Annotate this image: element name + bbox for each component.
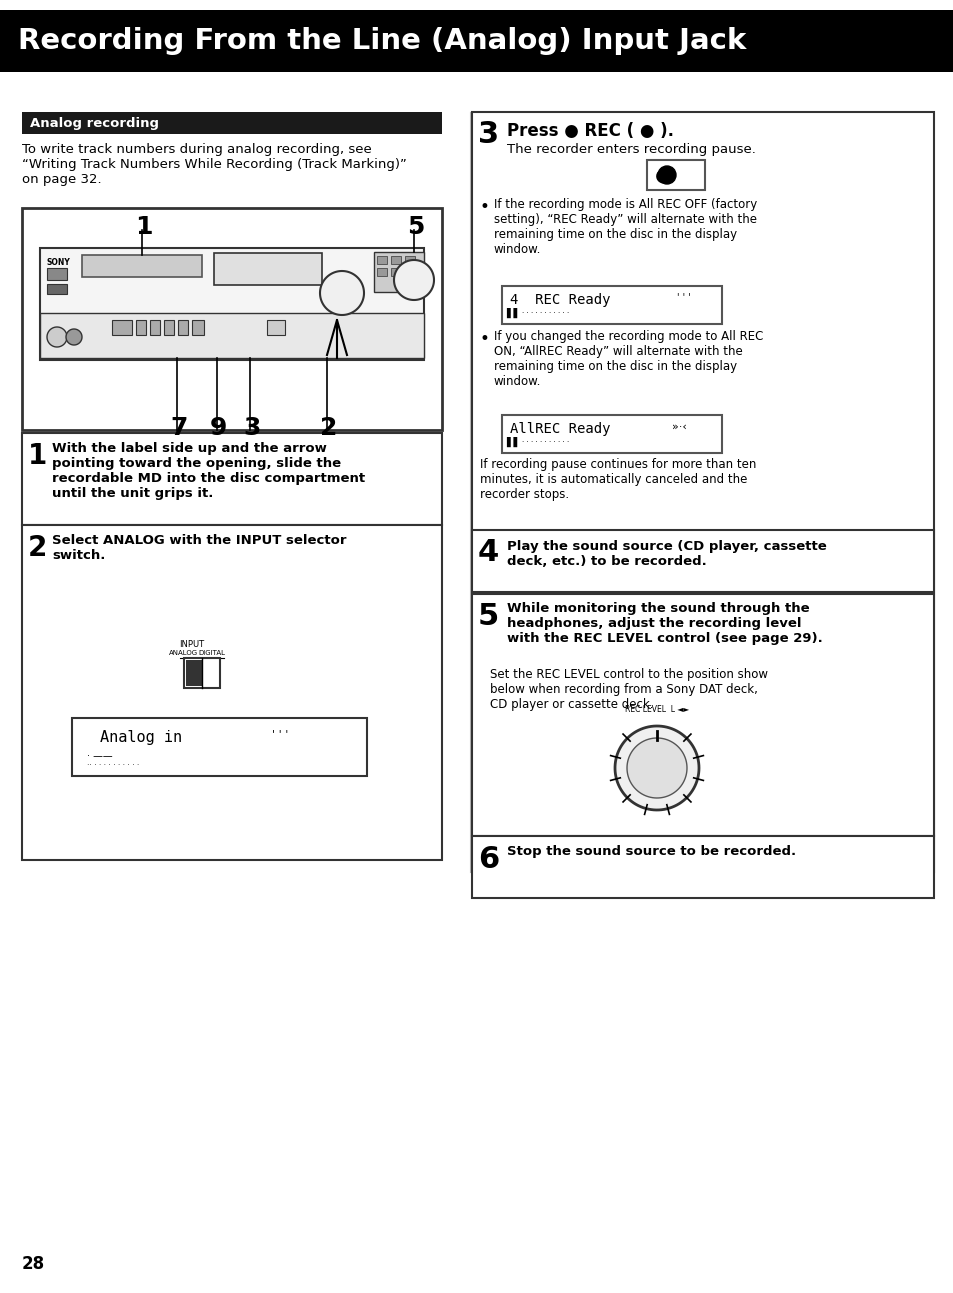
Circle shape — [658, 166, 676, 184]
Text: REC LEVEL  L ◄►: REC LEVEL L ◄► — [624, 705, 688, 714]
Bar — [472, 593, 933, 837]
Bar — [267, 319, 285, 335]
Bar — [47, 268, 67, 281]
Text: With the label side up and the arrow
pointing toward the opening, slide the
reco: With the label side up and the arrow poi… — [52, 442, 365, 500]
Text: 4: 4 — [477, 538, 498, 568]
Bar — [472, 530, 933, 592]
Text: 5: 5 — [407, 215, 424, 239]
Polygon shape — [615, 725, 699, 809]
Bar — [71, 718, 367, 776]
Bar — [186, 659, 202, 687]
Text: If recording pause continues for more than ten
minutes, it is automatically canc: If recording pause continues for more th… — [479, 458, 756, 500]
Bar — [501, 286, 721, 325]
Text: 6: 6 — [477, 846, 498, 874]
Bar — [112, 319, 132, 335]
Polygon shape — [394, 260, 434, 300]
Bar — [82, 255, 202, 277]
Text: ANALOG: ANALOG — [170, 650, 198, 656]
Text: SONY: SONY — [47, 259, 71, 266]
Text: INPUT: INPUT — [179, 640, 204, 649]
Bar — [646, 160, 704, 190]
Text: 4  REC Ready: 4 REC Ready — [510, 294, 610, 306]
Bar — [501, 415, 721, 453]
Bar — [164, 319, 173, 335]
Polygon shape — [47, 327, 67, 347]
Polygon shape — [319, 272, 364, 315]
Text: DIGITAL: DIGITAL — [198, 650, 225, 656]
Bar — [391, 256, 400, 264]
Bar — [40, 313, 423, 358]
Polygon shape — [626, 738, 686, 798]
Text: •: • — [479, 330, 489, 348]
Text: ▌▌: ▌▌ — [505, 308, 520, 318]
Bar — [391, 268, 400, 275]
Bar — [150, 319, 160, 335]
Text: The recorder enters recording pause.: The recorder enters recording pause. — [506, 144, 755, 156]
Text: Recording From the Line (Analog) Input Jack: Recording From the Line (Analog) Input J… — [18, 27, 745, 56]
Bar — [374, 252, 423, 292]
Text: 3: 3 — [243, 416, 260, 440]
Bar — [47, 284, 67, 294]
Bar — [213, 253, 322, 284]
Text: 1: 1 — [28, 442, 48, 469]
Text: Analog in: Analog in — [100, 731, 182, 745]
Bar — [22, 525, 441, 860]
Text: If you changed the recording mode to All REC
ON, “AllREC Ready” will alternate w: If you changed the recording mode to All… — [494, 330, 762, 388]
Bar — [178, 319, 188, 335]
Text: ' ' ': ' ' ' — [272, 731, 288, 740]
Text: Stop the sound source to be recorded.: Stop the sound source to be recorded. — [506, 846, 796, 859]
Text: Press ● REC ( ● ).: Press ● REC ( ● ). — [506, 122, 673, 140]
Text: Set the REC LEVEL control to the position show
below when recording from a Sony : Set the REC LEVEL control to the positio… — [490, 668, 767, 711]
Text: ▌▌: ▌▌ — [505, 437, 520, 447]
Text: To write track numbers during analog recording, see
“Writing Track Numbers While: To write track numbers during analog rec… — [22, 144, 406, 186]
Text: · · · · · · · · · · ·: · · · · · · · · · · · — [521, 310, 569, 315]
Bar — [472, 112, 933, 871]
Text: Select ANALOG with the INPUT selector
switch.: Select ANALOG with the INPUT selector sw… — [52, 534, 346, 562]
Bar — [472, 837, 933, 899]
Text: 3: 3 — [477, 120, 498, 149]
Bar — [376, 256, 387, 264]
Bar — [192, 319, 204, 335]
Bar — [22, 208, 441, 431]
Bar — [22, 112, 441, 134]
Text: ' ' ': ' ' ' — [677, 294, 690, 303]
Text: · ——: · —— — [87, 751, 112, 762]
Text: 2: 2 — [28, 534, 48, 562]
Text: Play the sound source (CD player, cassette
deck, etc.) to be recorded.: Play the sound source (CD player, casset… — [506, 540, 826, 568]
Text: If the recording mode is All REC OFF (factory
setting), “REC Ready” will alterna: If the recording mode is All REC OFF (fa… — [494, 198, 757, 256]
Text: ●: ● — [655, 166, 671, 184]
Text: 9: 9 — [210, 416, 227, 440]
Text: Analog recording: Analog recording — [30, 116, 159, 129]
Text: 5: 5 — [477, 603, 498, 631]
Text: 28: 28 — [22, 1256, 45, 1274]
Bar — [0, 10, 953, 72]
Text: ·· · · · · · · · · · ·: ·· · · · · · · · · · · — [87, 762, 139, 771]
Bar — [22, 433, 441, 525]
Bar — [405, 256, 415, 264]
Text: AllREC Ready: AllREC Ready — [510, 422, 610, 436]
Text: · · · · · · · · · · ·: · · · · · · · · · · · — [521, 440, 569, 445]
Polygon shape — [66, 328, 82, 345]
Text: »·‹: »·‹ — [671, 422, 686, 432]
Bar — [184, 658, 220, 688]
Bar — [40, 248, 423, 359]
Bar — [136, 319, 146, 335]
Text: 7: 7 — [170, 416, 187, 440]
Text: 1: 1 — [135, 215, 152, 239]
Text: While monitoring the sound through the
headphones, adjust the recording level
wi: While monitoring the sound through the h… — [506, 603, 821, 645]
Bar — [376, 268, 387, 275]
Text: •: • — [479, 198, 489, 216]
Text: 2: 2 — [319, 416, 337, 440]
